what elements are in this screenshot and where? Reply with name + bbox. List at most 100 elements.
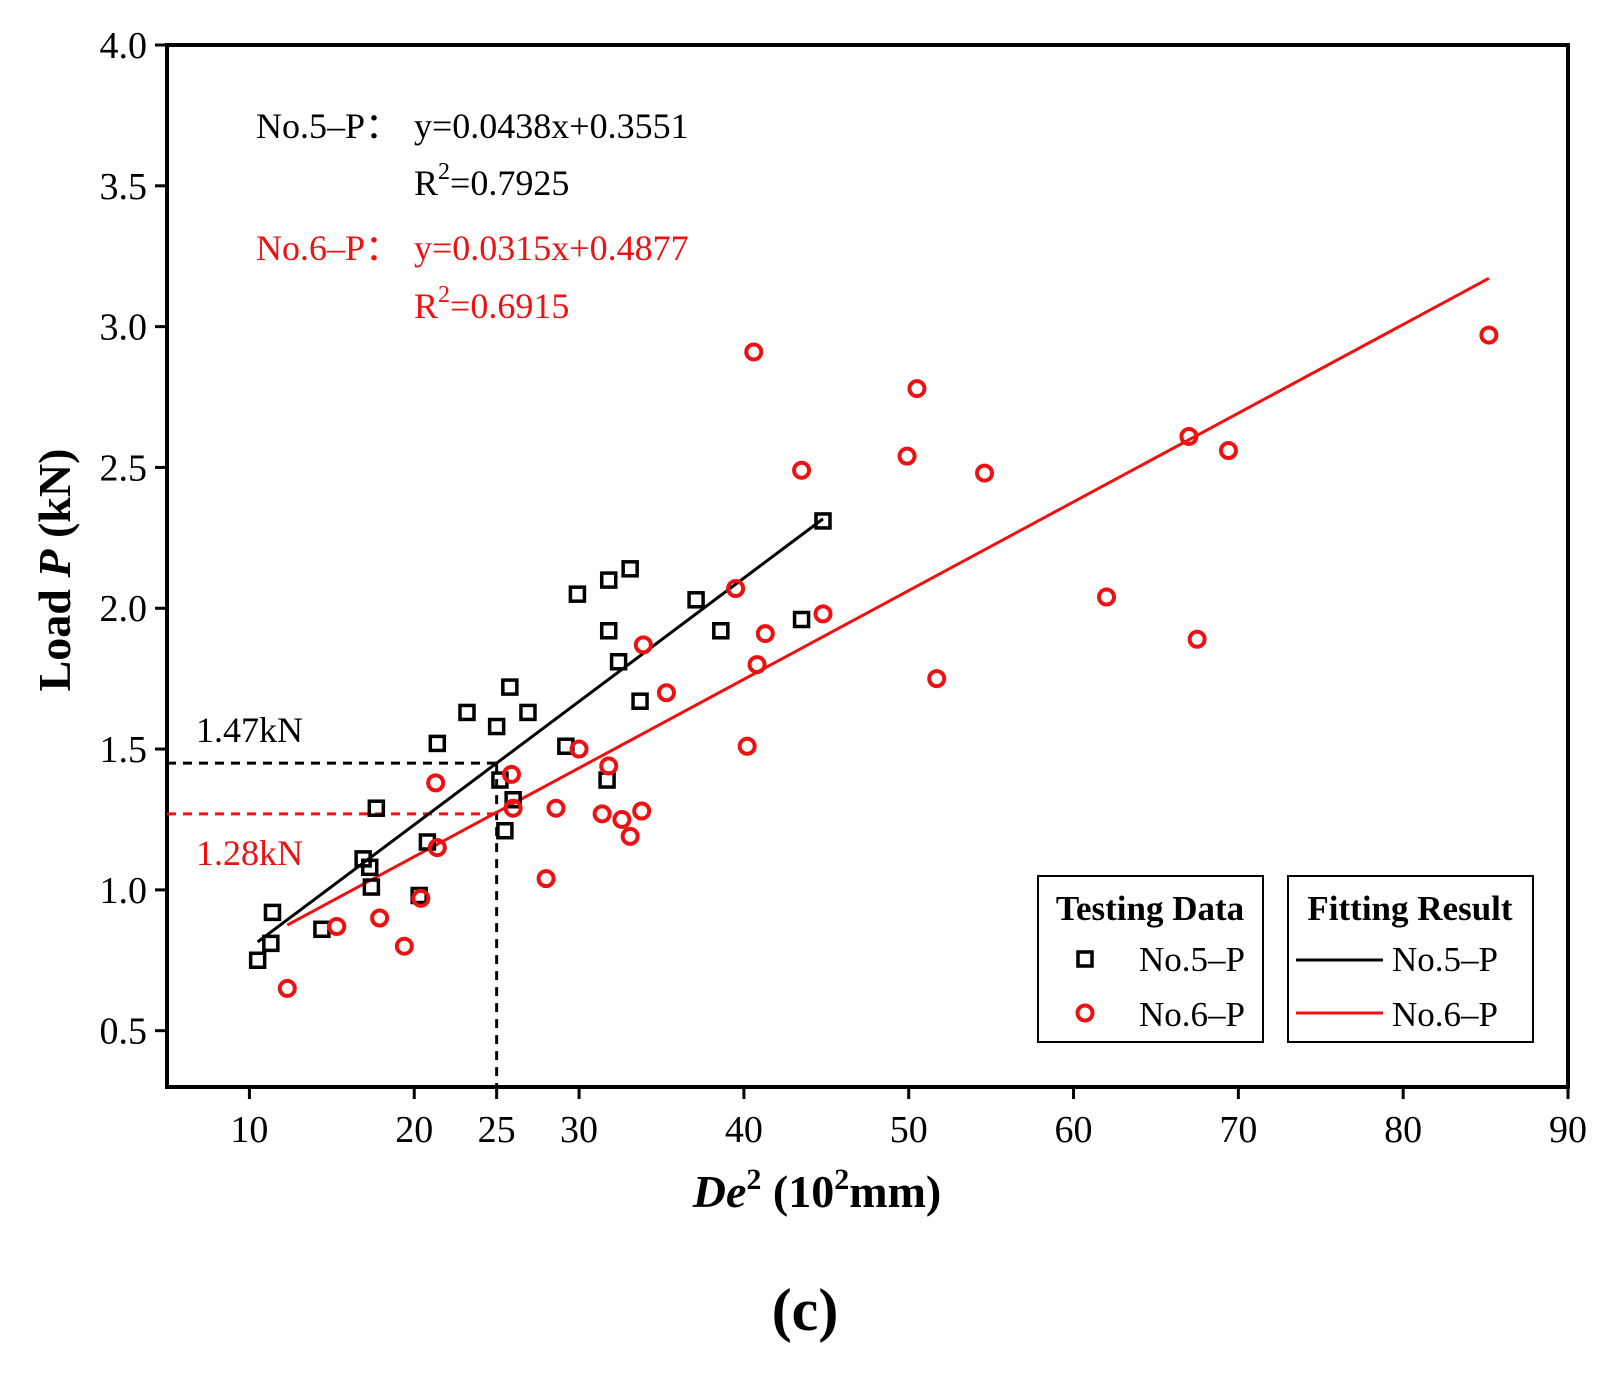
point-no6-18 — [656, 683, 676, 703]
y-tick-label-3.5: 3.5 — [100, 166, 148, 208]
legend-testing-title: Testing Data — [1056, 889, 1244, 928]
fit-line-no6 — [286, 277, 1490, 927]
point-no5-2 — [263, 903, 282, 922]
point-no6-6 — [427, 838, 447, 858]
point-no5-17 — [519, 703, 537, 722]
point-no6-28 — [927, 669, 947, 689]
point-no5-28 — [792, 610, 811, 629]
point-no6-17 — [633, 635, 653, 655]
point-no5-7 — [367, 799, 386, 817]
point-no5-23 — [609, 653, 628, 671]
point-no6-12 — [592, 804, 612, 824]
point-no6-25 — [813, 604, 833, 624]
point-no6-9 — [536, 869, 556, 889]
legend-testing-box — [1037, 875, 1264, 1043]
point-no6-20 — [737, 736, 757, 756]
point-no5-24 — [621, 560, 639, 578]
point-no6-0 — [277, 978, 297, 998]
x-tick-label-20: 20 — [395, 1109, 433, 1151]
point-no6-15 — [620, 826, 640, 846]
ref-label-128: 1.28kN — [196, 833, 303, 873]
point-no6-14 — [612, 809, 632, 829]
point-no5-22 — [599, 571, 618, 589]
point-no6-22 — [747, 655, 767, 675]
point-no6-16 — [632, 801, 652, 821]
point-no5-26 — [687, 591, 705, 609]
equation-no6-name: No.6–P： — [256, 228, 401, 268]
x-tick-label-40: 40 — [725, 1109, 763, 1151]
point-no6-33 — [1218, 441, 1238, 461]
point-no6-3 — [394, 936, 414, 956]
equation-no6-formula: y=0.0315x+0.4877 — [414, 228, 689, 268]
point-no5-15 — [501, 678, 519, 696]
point-no5-16 — [504, 790, 522, 809]
point-no6-8 — [503, 798, 523, 818]
point-no6-30 — [1096, 587, 1116, 607]
reference-lines — [167, 761, 499, 1087]
y-tick-label-2.5: 2.5 — [100, 447, 148, 489]
y-axis-title: Load P (kN) — [29, 449, 80, 692]
point-no6-11 — [569, 739, 589, 759]
point-no6-27 — [907, 379, 927, 399]
point-no6-4 — [411, 888, 431, 908]
y-tick-label-4: 4.0 — [100, 25, 148, 67]
point-no6-2 — [370, 908, 390, 928]
point-no5-12 — [487, 717, 506, 736]
point-no5-1 — [262, 934, 280, 953]
x-tick-label-25: 25 — [478, 1109, 516, 1151]
point-no6-19 — [726, 579, 746, 599]
point-no6-29 — [975, 463, 995, 483]
panel-label: (c) — [772, 1277, 839, 1343]
legend-testing-no5: No.5–P — [1139, 940, 1245, 979]
point-no5-3 — [313, 920, 331, 939]
point-no5-29 — [814, 512, 832, 530]
point-no6-31 — [1179, 426, 1199, 446]
point-no5-19 — [568, 585, 587, 603]
point-no6-24 — [792, 460, 812, 480]
x-axis-title: De2 (102mm) — [692, 1163, 941, 1217]
equation-no6-r2: R2=0.6915 — [414, 282, 569, 326]
legend-testing-no6: No.6–P — [1139, 995, 1245, 1034]
point-no5-10 — [428, 734, 447, 753]
equation-no5-formula: y=0.0438x+0.3551 — [414, 106, 689, 146]
y-tick-label-0.5: 0.5 — [100, 1011, 148, 1053]
point-no5-11 — [458, 703, 476, 722]
point-no6-1 — [327, 916, 347, 936]
plot-frame — [165, 43, 1570, 1089]
point-no6-13 — [599, 756, 619, 776]
point-no6-10 — [546, 798, 566, 818]
point-no6-5 — [426, 773, 446, 793]
y-tick-label-2: 2.0 — [100, 588, 148, 630]
legend-fitting-title: Fitting Result — [1307, 889, 1512, 928]
x-tick-label-80: 80 — [1384, 1109, 1422, 1151]
point-no5-6 — [362, 878, 381, 896]
equation-no5-name: No.5–P： — [256, 106, 401, 146]
legend-fitting-no6: No.6–P — [1392, 995, 1498, 1034]
x-tick-label-50: 50 — [890, 1109, 928, 1151]
x-tick-label-10: 10 — [230, 1109, 268, 1151]
y-tick-label-1: 1.0 — [100, 870, 148, 912]
x-tick-label-90: 90 — [1549, 1109, 1587, 1151]
x-tick-label-30: 30 — [560, 1109, 598, 1151]
point-no5-21 — [599, 622, 618, 640]
x-tick-label-60: 60 — [1055, 1109, 1093, 1151]
axis-ticks: 10 20 25 30 40 50 60 70 80 90 0.5 1.0 1.5 2.0 2.5 3.0 3.… — [100, 25, 1588, 1151]
data-points — [248, 325, 1499, 998]
point-no6-21 — [744, 342, 764, 362]
point-no5-27 — [712, 622, 730, 640]
legend-circle-marker — [1075, 1003, 1095, 1023]
legend-square-marker — [1076, 950, 1094, 968]
point-no5-5 — [360, 858, 379, 877]
point-no5-25 — [631, 692, 649, 710]
point-no6-7 — [501, 764, 521, 784]
ref-label-147: 1.47kN — [196, 710, 303, 750]
legend-fitting-no5: No.5–P — [1392, 940, 1498, 979]
point-no6-32 — [1187, 629, 1207, 649]
equation-no5-r2: R2=0.7925 — [414, 159, 569, 203]
point-no5-0 — [248, 951, 267, 970]
y-tick-label-3: 3.0 — [100, 307, 148, 349]
point-no5-14 — [496, 821, 514, 840]
y-tick-label-1.5: 1.5 — [100, 729, 148, 771]
